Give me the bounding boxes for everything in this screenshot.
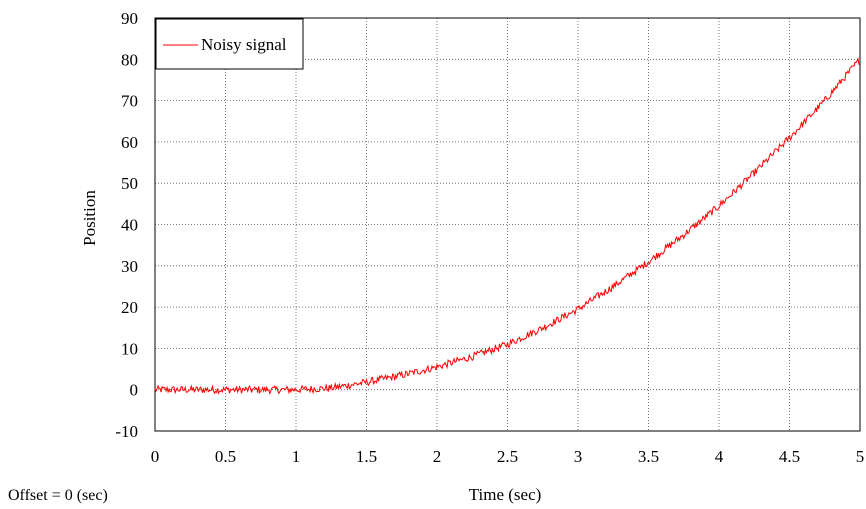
series-line-noisy-signal: [154, 57, 861, 395]
y-tick-label: 40: [121, 216, 138, 235]
x-tick-label: 4.5: [779, 447, 800, 466]
x-tick-label: 4: [715, 447, 724, 466]
y-tick-label: 0: [130, 381, 139, 400]
legend-box: [155, 18, 304, 70]
y-tick-label: 30: [121, 257, 138, 276]
x-tick-label: 5: [856, 447, 865, 466]
x-tick-label: 1.5: [356, 447, 377, 466]
x-tick-label: 2.5: [497, 447, 518, 466]
grid: [155, 18, 860, 431]
y-tick-label: 60: [121, 133, 138, 152]
legend: Noisy signal: [155, 18, 304, 70]
x-tick-label: 0.5: [215, 447, 236, 466]
y-tick-label: 90: [121, 9, 138, 28]
x-tick-label: 3.5: [638, 447, 659, 466]
y-axis-ticks: -10 0 10 20 30 40 50 60 70 80 90: [115, 9, 138, 441]
x-tick-label: 1: [292, 447, 301, 466]
plot-frame: [154, 17, 861, 432]
x-axis-ticks: 0 0.5 1 1.5 2 2.5 3 3.5 4 4.5 5: [151, 447, 865, 466]
x-tick-label: 0: [151, 447, 160, 466]
y-tick-label: 20: [121, 298, 138, 317]
y-tick-label: 50: [121, 174, 138, 193]
x-axis-label: Time (sec): [469, 485, 542, 504]
y-tick-label: 10: [121, 339, 138, 358]
x-tick-label: 2: [433, 447, 442, 466]
x-tick-label: 3: [574, 447, 583, 466]
y-tick-label: -10: [115, 422, 138, 441]
y-tick-label: 80: [121, 50, 138, 69]
legend-label: Noisy signal: [201, 35, 287, 54]
y-tick-label: 70: [121, 92, 138, 111]
y-axis-label: Position: [80, 190, 99, 246]
offset-note: Offset = 0 (sec): [8, 487, 108, 504]
